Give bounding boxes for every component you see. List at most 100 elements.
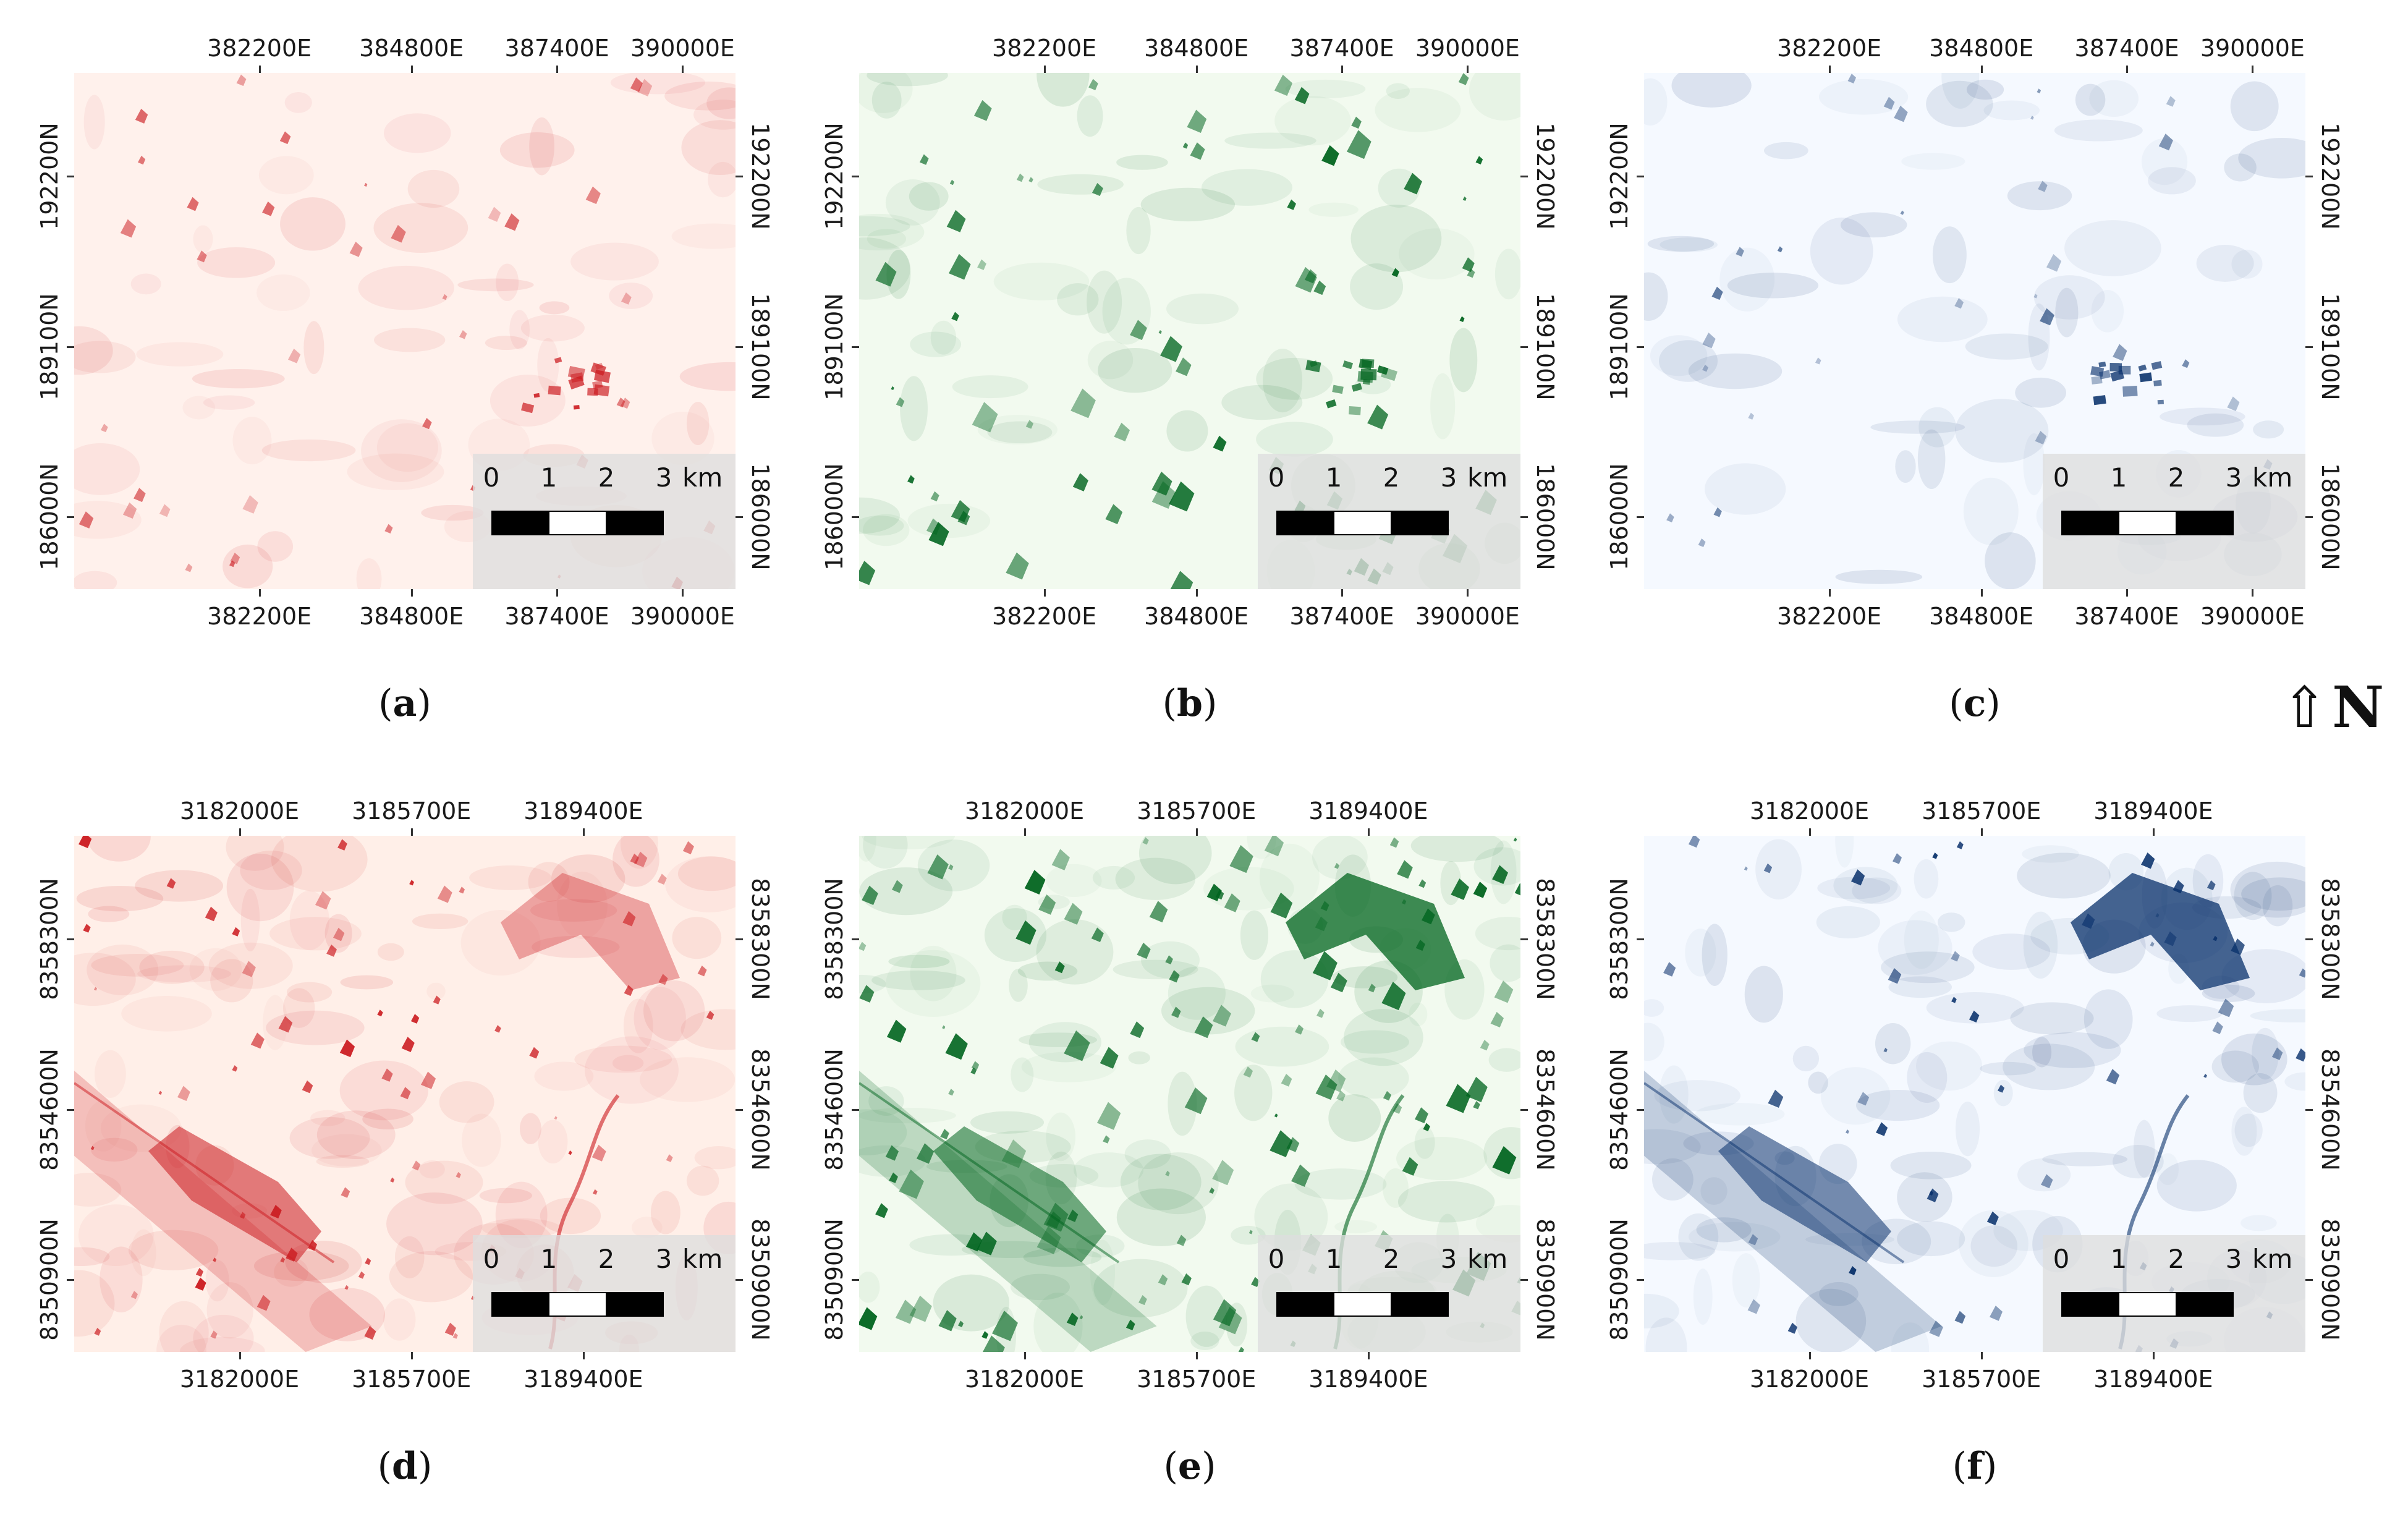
land-patch: [2075, 83, 2106, 116]
feature-speck: [658, 974, 668, 985]
y-tick-right: 189100N: [2317, 292, 2344, 401]
x-tickmark: [2126, 66, 2129, 73]
land-patch: [439, 1081, 494, 1123]
x-tick-top: 384800E: [1144, 35, 1249, 62]
feature-speck: [1070, 388, 1096, 419]
scalebar-segment: [2176, 512, 2233, 534]
land-patch: [2231, 1107, 2257, 1156]
x-tick-bottom: 387400E: [1289, 603, 1394, 630]
land-patch: [240, 851, 302, 890]
map-svg-d: [74, 836, 736, 1352]
land-patch: [289, 890, 329, 950]
feature-speck: [2212, 1021, 2223, 1034]
feature-speck: [1238, 1346, 1244, 1352]
feature-speck: [2030, 116, 2034, 120]
land-patch: [1688, 353, 1783, 389]
feature-speck: [1182, 142, 1189, 149]
land-patch: [74, 1247, 110, 1267]
feature-speck: [1894, 105, 1908, 122]
land-patch: [226, 853, 294, 922]
scalebar-label-3: 3: [655, 1244, 672, 1274]
land-patch: [1732, 1253, 1760, 1307]
feature-speck: [339, 1039, 355, 1058]
land-patch: [91, 1137, 138, 1162]
land-patch: [383, 113, 451, 153]
feature-speck: [2158, 134, 2173, 151]
land-patch: [532, 935, 620, 958]
land-patch: [1671, 73, 1752, 108]
scalebar-segment: [1278, 512, 1334, 534]
land-patch: [269, 917, 362, 951]
feature-speck: [242, 961, 256, 977]
panel-letter: f: [1967, 1445, 1983, 1488]
feature-speck: [951, 312, 959, 321]
y-tick-right: 8354600N: [2317, 1048, 2344, 1171]
land-patch: [1022, 1052, 1116, 1082]
feature-speck: [1264, 836, 1284, 857]
land-patch: [1338, 1057, 1409, 1099]
feature-speck: [1330, 972, 1347, 993]
land-patch: [885, 179, 940, 226]
scalebar-label-0: 0: [2053, 462, 2070, 493]
land-patch: [886, 250, 911, 299]
x-tickmark: [258, 589, 261, 597]
land-patch: [1904, 911, 1939, 969]
land-patch: [1073, 1152, 1144, 1188]
land-patch: [1955, 399, 2049, 463]
map-raster-f: [1644, 836, 2305, 1352]
x-tickmark: [2152, 828, 2155, 836]
feature-speck: [1748, 412, 1754, 420]
x-tickmark: [410, 66, 413, 73]
feature-speck: [1209, 1187, 1215, 1194]
feature-speck: [982, 1335, 1005, 1352]
y-tickmark: [736, 346, 743, 348]
scalebar-segment: [2062, 1293, 2119, 1315]
x-tick-bottom: 390000E: [1415, 603, 1520, 630]
feature-speck: [1956, 841, 1964, 849]
land-patch: [2024, 1032, 2121, 1068]
feature-speck: [2106, 1069, 2120, 1085]
land-patch: [1124, 1139, 1171, 1169]
land-patch: [1817, 877, 1891, 899]
land-patch: [1138, 1152, 1219, 1215]
feature-speck: [122, 502, 137, 519]
feature-speck: [1465, 1076, 1488, 1103]
land-patch: [361, 419, 442, 482]
x-tickmark: [1980, 828, 1983, 836]
land-patch: [1852, 877, 1902, 904]
land-patch: [394, 1236, 425, 1278]
feature-speck: [697, 965, 707, 977]
feature-speck: [1138, 1294, 1147, 1306]
road-line: [859, 1082, 1120, 1264]
scalebar-c: 0 1 2 3 km: [2043, 454, 2305, 589]
feature-speck: [494, 1025, 501, 1033]
land-patch: [1399, 228, 1474, 279]
feature-speck: [554, 1116, 557, 1120]
land-patch: [900, 376, 928, 441]
feature-speck: [1137, 942, 1151, 959]
cluster-feature: [2157, 399, 2164, 405]
land-patch: [412, 913, 468, 929]
feature-speck: [1171, 1006, 1181, 1018]
land-patch: [2252, 1027, 2279, 1080]
land-patch: [2148, 167, 2196, 195]
land-patch: [930, 320, 957, 355]
y-tick-right: 8354600N: [1532, 1048, 1559, 1171]
x-tick-bottom: 3182000E: [179, 1366, 300, 1393]
land-patch: [1449, 328, 1478, 393]
land-patch: [1888, 976, 1952, 998]
feature-speck: [1815, 357, 1821, 365]
feature-speck: [1313, 280, 1326, 295]
feature-speck: [585, 186, 601, 205]
feature-speck: [948, 253, 971, 280]
land-patch: [917, 839, 990, 891]
feature-speck: [1397, 860, 1413, 879]
feature-speck: [2037, 88, 2041, 93]
feature-speck: [1849, 1266, 1857, 1275]
feature-speck: [166, 878, 176, 889]
land-patch: [1985, 532, 2036, 589]
land-patch: [1890, 1151, 1972, 1179]
feature-speck: [682, 841, 694, 854]
land-patch: [1694, 1269, 1713, 1325]
feature-speck: [213, 1257, 217, 1262]
